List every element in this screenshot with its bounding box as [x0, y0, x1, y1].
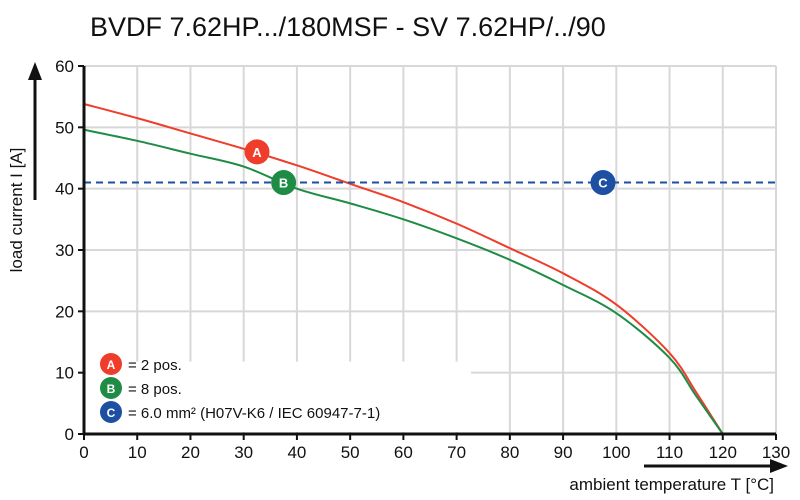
y-axis-label: load current I [A] [7, 148, 26, 273]
legend-marker-A [100, 353, 122, 375]
legend-background [86, 361, 471, 432]
marker-label: C [598, 176, 608, 191]
marker-C [590, 170, 616, 196]
y-tick-label: 40 [55, 180, 74, 199]
x-tick-label: 30 [234, 443, 253, 462]
y-tick-label: 50 [55, 118, 74, 137]
series-lines [83, 103, 776, 435]
y-tick-label: 10 [55, 364, 74, 383]
legend-marker-B [100, 377, 122, 399]
y-tick-label: 30 [55, 241, 74, 260]
legend-entry-text: = 6.0 mm² (H07V-K6 / IEC 60947-7-1) [128, 405, 380, 422]
x-tick-label: 90 [554, 443, 573, 462]
legend-entry-text: = 8 pos. [128, 381, 182, 398]
x-tick-label: 40 [287, 443, 306, 462]
series-line-A [83, 103, 724, 435]
y-tick-label: 60 [55, 57, 74, 76]
legend-marker-label: C [107, 406, 116, 420]
x-tick-label: 60 [394, 443, 413, 462]
x-tick-label: 70 [447, 443, 466, 462]
x-axis-label: ambient temperature T [°C] [569, 475, 774, 494]
y-arrowhead-icon [28, 62, 42, 80]
marker-A [244, 139, 270, 165]
marker-label: B [279, 176, 288, 191]
x-tick-label: 110 [656, 443, 683, 462]
x-tick-label: 20 [181, 443, 200, 462]
markers: A B C [244, 139, 616, 196]
x-tick-label: 100 [602, 443, 630, 462]
x-arrowhead-icon [770, 459, 788, 473]
x-tick-label: 50 [341, 443, 360, 462]
legend-marker-label: A [107, 358, 116, 372]
marker-label: A [252, 145, 262, 160]
x-tick-label: 0 [79, 443, 88, 462]
x-tick-label: 130 [762, 443, 790, 462]
y-tick-label: 20 [55, 302, 74, 321]
marker-B [271, 170, 297, 196]
x-tick-label: 80 [500, 443, 519, 462]
x-tick-label: 120 [709, 443, 737, 462]
legend: A = 2 pos. B = 8 pos. C = 6.0 mm² (H07V-K6 / … [100, 353, 380, 423]
legend-marker-label: B [107, 382, 116, 396]
series-line-B [83, 128, 724, 435]
chart-title: BVDF 7.62HP.../180MSF - SV 7.62HP/../90 [90, 12, 606, 42]
legend-entry-text: = 2 pos. [128, 357, 182, 374]
axes: 0 10 20 30 40 50 60 70 80 90 100 110 120 130 0 10 20 30 40… [28, 57, 790, 473]
x-tick-label: 10 [128, 443, 147, 462]
legend-marker-C [100, 401, 122, 423]
y-tick-label: 0 [65, 425, 74, 444]
